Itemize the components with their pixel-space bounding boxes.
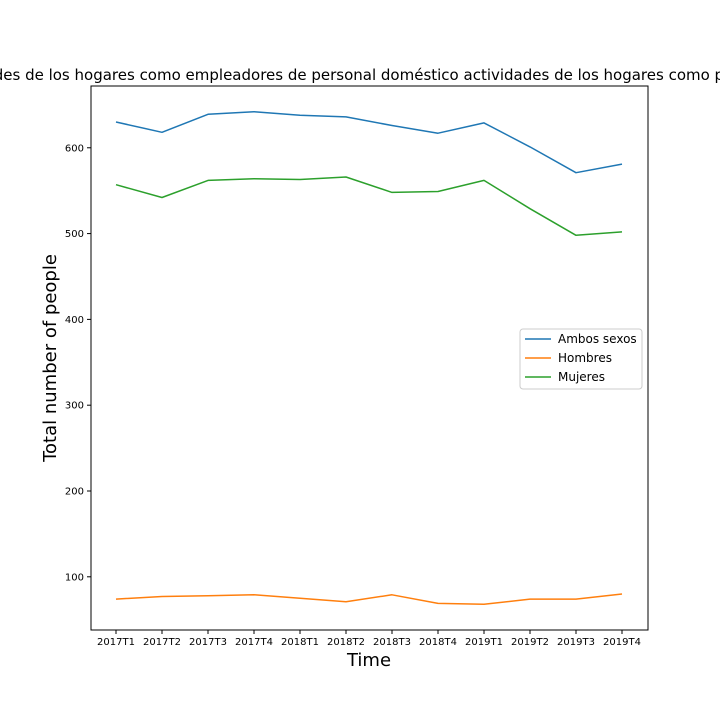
x-tick-label: 2018T3 <box>373 637 411 648</box>
x-tick-label: 2018T1 <box>281 637 319 648</box>
x-tick-label: 2017T3 <box>189 637 227 648</box>
x-tick-label: 2019T4 <box>603 637 641 648</box>
y-tick-label: 300 <box>65 401 84 412</box>
x-tick-label: 2018T2 <box>327 637 365 648</box>
y-tick-label: 500 <box>65 229 84 240</box>
legend-label: Mujeres <box>558 370 605 384</box>
x-tick-label: 2018T4 <box>419 637 457 648</box>
legend-box <box>519 328 643 390</box>
y-tick-label: 400 <box>65 315 84 326</box>
y-tick-label: 200 <box>65 486 84 497</box>
x-axis: 2017T1 2017T2 2017T3 2017T4 2018T1 2018T2 2018… <box>97 630 641 648</box>
x-axis-label: Time <box>346 650 391 671</box>
x-tick-label: 2019T3 <box>557 637 595 648</box>
legend-label: Ambos sexos <box>558 332 637 346</box>
x-tick-label: 2019T2 <box>511 637 549 648</box>
series-line-hombres <box>115 593 623 606</box>
legend: Ambos sexos Hombres Mujeres <box>519 328 643 390</box>
y-axis: 100 200 300 400 500 600 <box>65 143 91 583</box>
x-tick-label: 2017T4 <box>235 637 273 648</box>
y-tick-label: 100 <box>65 572 84 583</box>
x-tick-label: 2017T1 <box>97 637 135 648</box>
legend-label: Hombres <box>558 351 612 365</box>
chart-title: Actividades de los hogares como empleado… <box>0 66 720 84</box>
plot-area <box>90 85 649 631</box>
y-tick-label: 600 <box>65 143 84 154</box>
x-tick-label: 2017T2 <box>143 637 181 648</box>
series-line-mujeres <box>115 176 623 237</box>
series-line-ambos-sexos <box>115 110 623 174</box>
series-lines <box>115 110 623 606</box>
y-axis-label: Total number of people <box>40 254 61 463</box>
x-tick-label: 2019T1 <box>465 637 503 648</box>
